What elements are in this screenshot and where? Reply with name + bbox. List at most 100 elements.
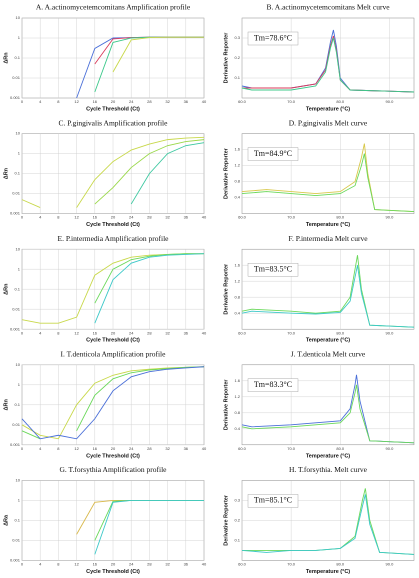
x-tick-label: 0 — [21, 330, 24, 335]
x-axis-label: Cycle Threshold (Ct) — [86, 222, 140, 228]
x-tick-label: 12 — [74, 99, 79, 104]
annotation-box — [247, 147, 299, 161]
annotation-box — [247, 494, 299, 508]
x-tick-label: 70.0 — [287, 561, 296, 566]
y-axis-label: ΔRn — [3, 399, 9, 411]
x-tick-label: 8 — [57, 446, 60, 451]
x-tick-label: 90.0 — [386, 561, 395, 566]
y-axis-label: Derivative Reporter — [223, 32, 229, 84]
x-tick-label: 70.0 — [287, 99, 296, 104]
x-tick-label: 60.0 — [238, 446, 247, 451]
annotation: Tm=85.1°C — [254, 496, 292, 505]
x-tick-label: 16 — [93, 215, 98, 220]
annotation-box — [247, 31, 299, 46]
x-tick-label: 28 — [147, 561, 152, 566]
x-tick-label: 28 — [147, 330, 152, 335]
x-tick-label: 4 — [39, 99, 42, 104]
y-tick-label: 1.6 — [234, 262, 240, 267]
y-tick-label: 0.001 — [10, 95, 21, 100]
plot-area — [241, 133, 415, 214]
annotation: Tm=83.5°C — [254, 265, 292, 274]
x-tick-label: 0 — [21, 446, 24, 451]
y-tick-label: 0.1 — [14, 517, 20, 522]
y-tick-label: 0.001 — [10, 557, 21, 562]
y-tick-label: 1 — [18, 35, 21, 40]
chart-title: D. P.gingivalis Melt curve — [289, 118, 368, 127]
chart-title: E. P.intermedia Amplification profile — [57, 234, 169, 243]
y-tick-label: 1.2 — [234, 394, 240, 399]
x-axis-label: Temperature (°C) — [306, 222, 350, 228]
x-tick-label: 36 — [184, 446, 189, 451]
x-axis-label: Cycle Threshold (Ct) — [86, 106, 140, 112]
y-tick-label: 1.2 — [234, 163, 240, 168]
y-axis-label: Derivative Reporter — [223, 147, 229, 199]
y-tick-label: 0.1 — [234, 75, 240, 80]
y-tick-label: 1.6 — [234, 378, 240, 383]
x-tick-label: 24 — [129, 446, 134, 451]
x-tick-label: 0 — [21, 561, 24, 566]
x-tick-label: 8 — [57, 215, 60, 220]
x-tick-label: 4 — [39, 330, 42, 335]
x-tick-label: 70.0 — [287, 446, 296, 451]
series-line — [241, 143, 415, 213]
x-tick-label: 28 — [147, 446, 152, 451]
y-axis-label: ΔRn — [3, 167, 9, 179]
y-axis-label: Derivative Reporter — [223, 379, 229, 431]
y-tick-label: 0.2 — [234, 55, 240, 60]
annotation: Tm=84.9°C — [254, 149, 292, 158]
x-tick-label: 32 — [165, 330, 170, 335]
chart-title: I. T.denticola Amplification profile — [61, 350, 167, 359]
y-tick-label: 0.1 — [14, 286, 20, 291]
y-tick-label: 0.01 — [12, 422, 21, 427]
plot-area — [241, 364, 415, 446]
y-tick-label: 0.001 — [10, 211, 21, 216]
y-tick-label: 0.01 — [12, 75, 21, 80]
y-tick-label: 1 — [18, 266, 21, 271]
x-tick-label: 8 — [57, 99, 60, 104]
y-tick-label: 0.01 — [12, 306, 21, 311]
chart-title: B. A.actinomycetemcomitans Melt curve — [266, 3, 390, 12]
y-tick-label: 10 — [16, 131, 21, 136]
x-tick-label: 70.0 — [287, 215, 296, 220]
series-line — [241, 265, 415, 328]
x-tick-label: 28 — [147, 99, 152, 104]
x-tick-label: 4 — [39, 561, 42, 566]
y-tick-label: 1 — [18, 151, 21, 156]
series-line — [21, 136, 205, 208]
x-tick-label: 36 — [184, 561, 189, 566]
y-tick-label: 0.01 — [12, 191, 21, 196]
x-tick-label: 20 — [111, 561, 116, 566]
x-tick-label: 32 — [165, 446, 170, 451]
x-tick-label: 24 — [129, 99, 134, 104]
x-axis-label: Temperature (°C) — [306, 106, 350, 112]
x-tick-label: 90.0 — [386, 99, 395, 104]
x-tick-label: 90.0 — [386, 330, 395, 335]
y-tick-label: 0.8 — [234, 179, 240, 184]
series-line — [21, 366, 205, 440]
y-tick-label: 1 — [18, 497, 21, 502]
x-tick-label: 40 — [202, 330, 207, 335]
x-tick-label: 40 — [202, 99, 207, 104]
x-tick-label: 20 — [111, 99, 116, 104]
x-tick-label: 12 — [74, 215, 79, 220]
x-tick-label: 36 — [184, 330, 189, 335]
x-tick-label: 80.0 — [336, 446, 345, 451]
chart-title: G. T.forsythia Amplification profile — [60, 465, 168, 474]
series-line — [21, 366, 205, 440]
x-tick-label: 16 — [93, 561, 98, 566]
y-tick-label: 1 — [18, 382, 21, 387]
x-tick-label: 40 — [202, 215, 207, 220]
series-line — [94, 139, 205, 205]
x-tick-label: 24 — [129, 561, 134, 566]
series-line — [241, 153, 415, 213]
y-tick-label: 0.1 — [14, 402, 20, 407]
annotation-box — [247, 378, 299, 392]
x-tick-label: 4 — [39, 215, 42, 220]
x-tick-label: 24 — [129, 330, 134, 335]
x-axis-label: Temperature (°C) — [306, 569, 350, 575]
y-tick-label: 0.1 — [234, 537, 240, 542]
x-tick-label: 90.0 — [386, 215, 395, 220]
x-axis-label: Cycle Threshold (Ct) — [86, 569, 140, 575]
x-tick-label: 0 — [21, 215, 24, 220]
